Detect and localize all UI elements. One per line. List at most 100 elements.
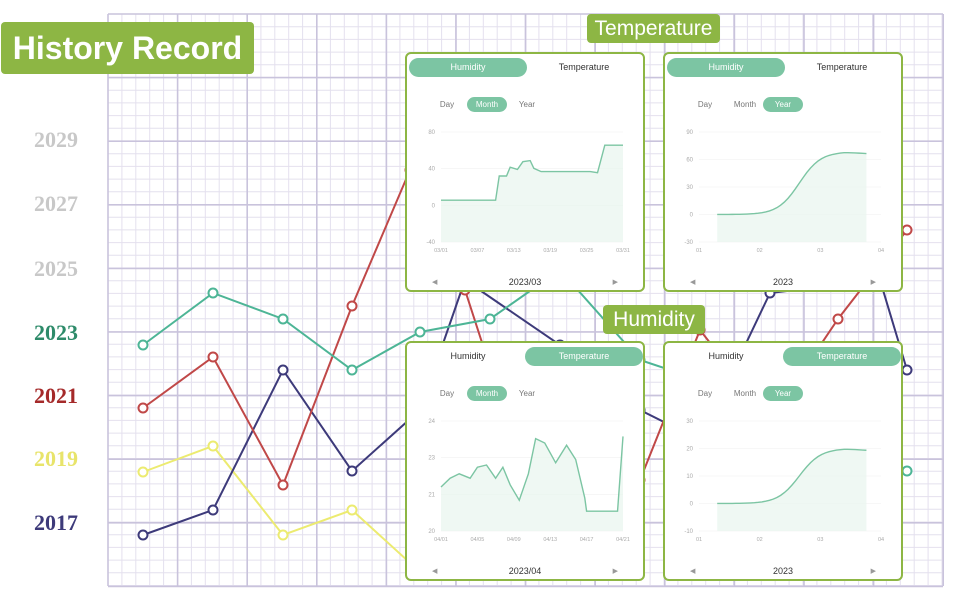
decorative-point: [277, 529, 289, 541]
period-day[interactable]: Day: [697, 100, 713, 109]
triangle-right-icon[interactable]: ▶: [612, 568, 618, 575]
x-tick-label: 04/01: [434, 537, 448, 543]
tab-humidity[interactable]: Humidity: [708, 351, 744, 361]
triangle-right-icon[interactable]: ▶: [870, 568, 876, 575]
x-tick-label: 03/19: [543, 248, 557, 254]
temperature-section-label: Temperature: [587, 14, 720, 43]
period-day[interactable]: Day: [697, 389, 713, 398]
x-tick-label: 03: [817, 248, 823, 254]
period-year[interactable]: Year: [763, 386, 803, 401]
triangle-right-icon[interactable]: ▶: [870, 279, 876, 286]
period-year[interactable]: Year: [763, 97, 803, 112]
humidity-section-label: Humidity: [603, 305, 705, 334]
decorative-point: [901, 224, 913, 236]
decorative-point: [832, 313, 844, 325]
y-tick-label: 90: [686, 130, 693, 136]
period-month[interactable]: Month: [467, 386, 507, 401]
x-tick-label: 03/25: [580, 248, 594, 254]
decorative-point: [414, 326, 426, 338]
year-label-2029: 2029: [34, 127, 78, 152]
period-year[interactable]: Year: [518, 100, 536, 109]
y-tick-label: 24: [428, 419, 435, 425]
period-day[interactable]: Day: [439, 389, 455, 398]
decorative-point: [277, 479, 289, 491]
decorative-point: [137, 402, 149, 414]
tab-temperature[interactable]: Temperature: [558, 62, 610, 72]
x-tick-label: 03/31: [616, 248, 630, 254]
x-tick-label: 03/13: [507, 248, 521, 254]
temperature-year-card: 30 20 10 0 -10 01 02 03 04 Humidity Temperature …: [663, 341, 903, 581]
y-tick-label: 30: [686, 185, 693, 191]
period-footer: 2023: [772, 566, 794, 576]
x-tick-label: 04/09: [507, 537, 521, 543]
decorative-point: [901, 364, 913, 376]
triangle-left-icon[interactable]: ◀: [432, 568, 438, 575]
year-label-2019: 2019: [34, 446, 78, 471]
x-tick-label: 04/13: [543, 537, 557, 543]
period-month[interactable]: Month: [467, 97, 507, 112]
y-tick-label: 0: [690, 502, 694, 508]
y-tick-label: 20: [686, 447, 693, 453]
decorative-point: [137, 339, 149, 351]
x-tick-label: 01: [696, 537, 702, 543]
year-label-2025: 2025: [34, 256, 78, 281]
decorative-point: [484, 313, 496, 325]
tab-temperature[interactable]: Temperature: [783, 347, 901, 366]
tab-humidity[interactable]: Humidity: [450, 351, 486, 361]
y-tick-label: 20: [428, 529, 435, 535]
x-tick-label: 04: [878, 248, 884, 254]
card-chart: 24 23 21 20 04/01 04/05 04/09 04/13 04/17 04/21: [428, 419, 630, 543]
temperature-month-card: 24 23 21 20 04/01 04/05 04/09 04/13 04/17 04/21 H…: [405, 341, 645, 581]
period-day[interactable]: Day: [439, 100, 455, 109]
triangle-right-icon[interactable]: ▶: [612, 279, 618, 286]
decorative-point: [346, 504, 358, 516]
period-footer: 2023/03: [508, 277, 542, 287]
period-year[interactable]: Year: [518, 389, 536, 398]
decorative-point: [277, 313, 289, 325]
tab-temperature[interactable]: Temperature: [525, 347, 643, 366]
decorative-point: [207, 440, 219, 452]
triangle-left-icon[interactable]: ◀: [432, 279, 438, 286]
period-footer: 2023: [772, 277, 794, 287]
period-footer: 2023/04: [508, 566, 542, 576]
series-line: [440, 436, 624, 512]
humidity-year-card: 90 60 30 0 -30 01 02 03 04 Humidity Temperature …: [663, 52, 903, 292]
y-tick-label: 21: [428, 492, 435, 498]
x-tick-label: 01: [696, 248, 702, 254]
y-tick-label: -10: [684, 529, 693, 535]
y-tick-label: 40: [428, 167, 435, 173]
y-tick-label: 80: [428, 130, 435, 136]
series-line: [717, 152, 867, 216]
tab-temperature[interactable]: Temperature: [816, 62, 868, 72]
period-month[interactable]: Month: [733, 100, 757, 109]
humidity-month-card: 80 40 0 -40 03/01 03/07 03/13 03/19 03/25 03/31 H…: [405, 52, 645, 292]
x-tick-label: 03/07: [471, 248, 485, 254]
y-tick-label: 10: [686, 474, 693, 480]
x-tick-label: 04/21: [616, 537, 630, 543]
triangle-left-icon[interactable]: ◀: [690, 279, 696, 286]
tab-humidity[interactable]: Humidity: [667, 58, 785, 77]
x-tick-label: 02: [757, 248, 763, 254]
decorative-point: [346, 300, 358, 312]
year-label-2021: 2021: [34, 383, 78, 408]
y-tick-label: 0: [432, 203, 436, 209]
decorative-point: [207, 287, 219, 299]
x-tick-label: 03: [817, 537, 823, 543]
area-fill: [717, 152, 867, 242]
series-line: [717, 448, 867, 505]
x-tick-label: 04: [878, 537, 884, 543]
decorative-point: [137, 529, 149, 541]
page-title: History Record: [1, 22, 254, 74]
decorative-point: [137, 466, 149, 478]
tab-humidity[interactable]: Humidity: [409, 58, 527, 77]
period-month[interactable]: Month: [733, 389, 757, 398]
triangle-left-icon[interactable]: ◀: [690, 568, 696, 575]
series-line: [441, 144, 623, 201]
x-tick-label: 04/17: [580, 537, 594, 543]
decorative-point: [901, 465, 913, 477]
x-tick-label: 04/05: [471, 537, 485, 543]
y-tick-label: 0: [690, 213, 694, 219]
decorative-point: [207, 351, 219, 363]
